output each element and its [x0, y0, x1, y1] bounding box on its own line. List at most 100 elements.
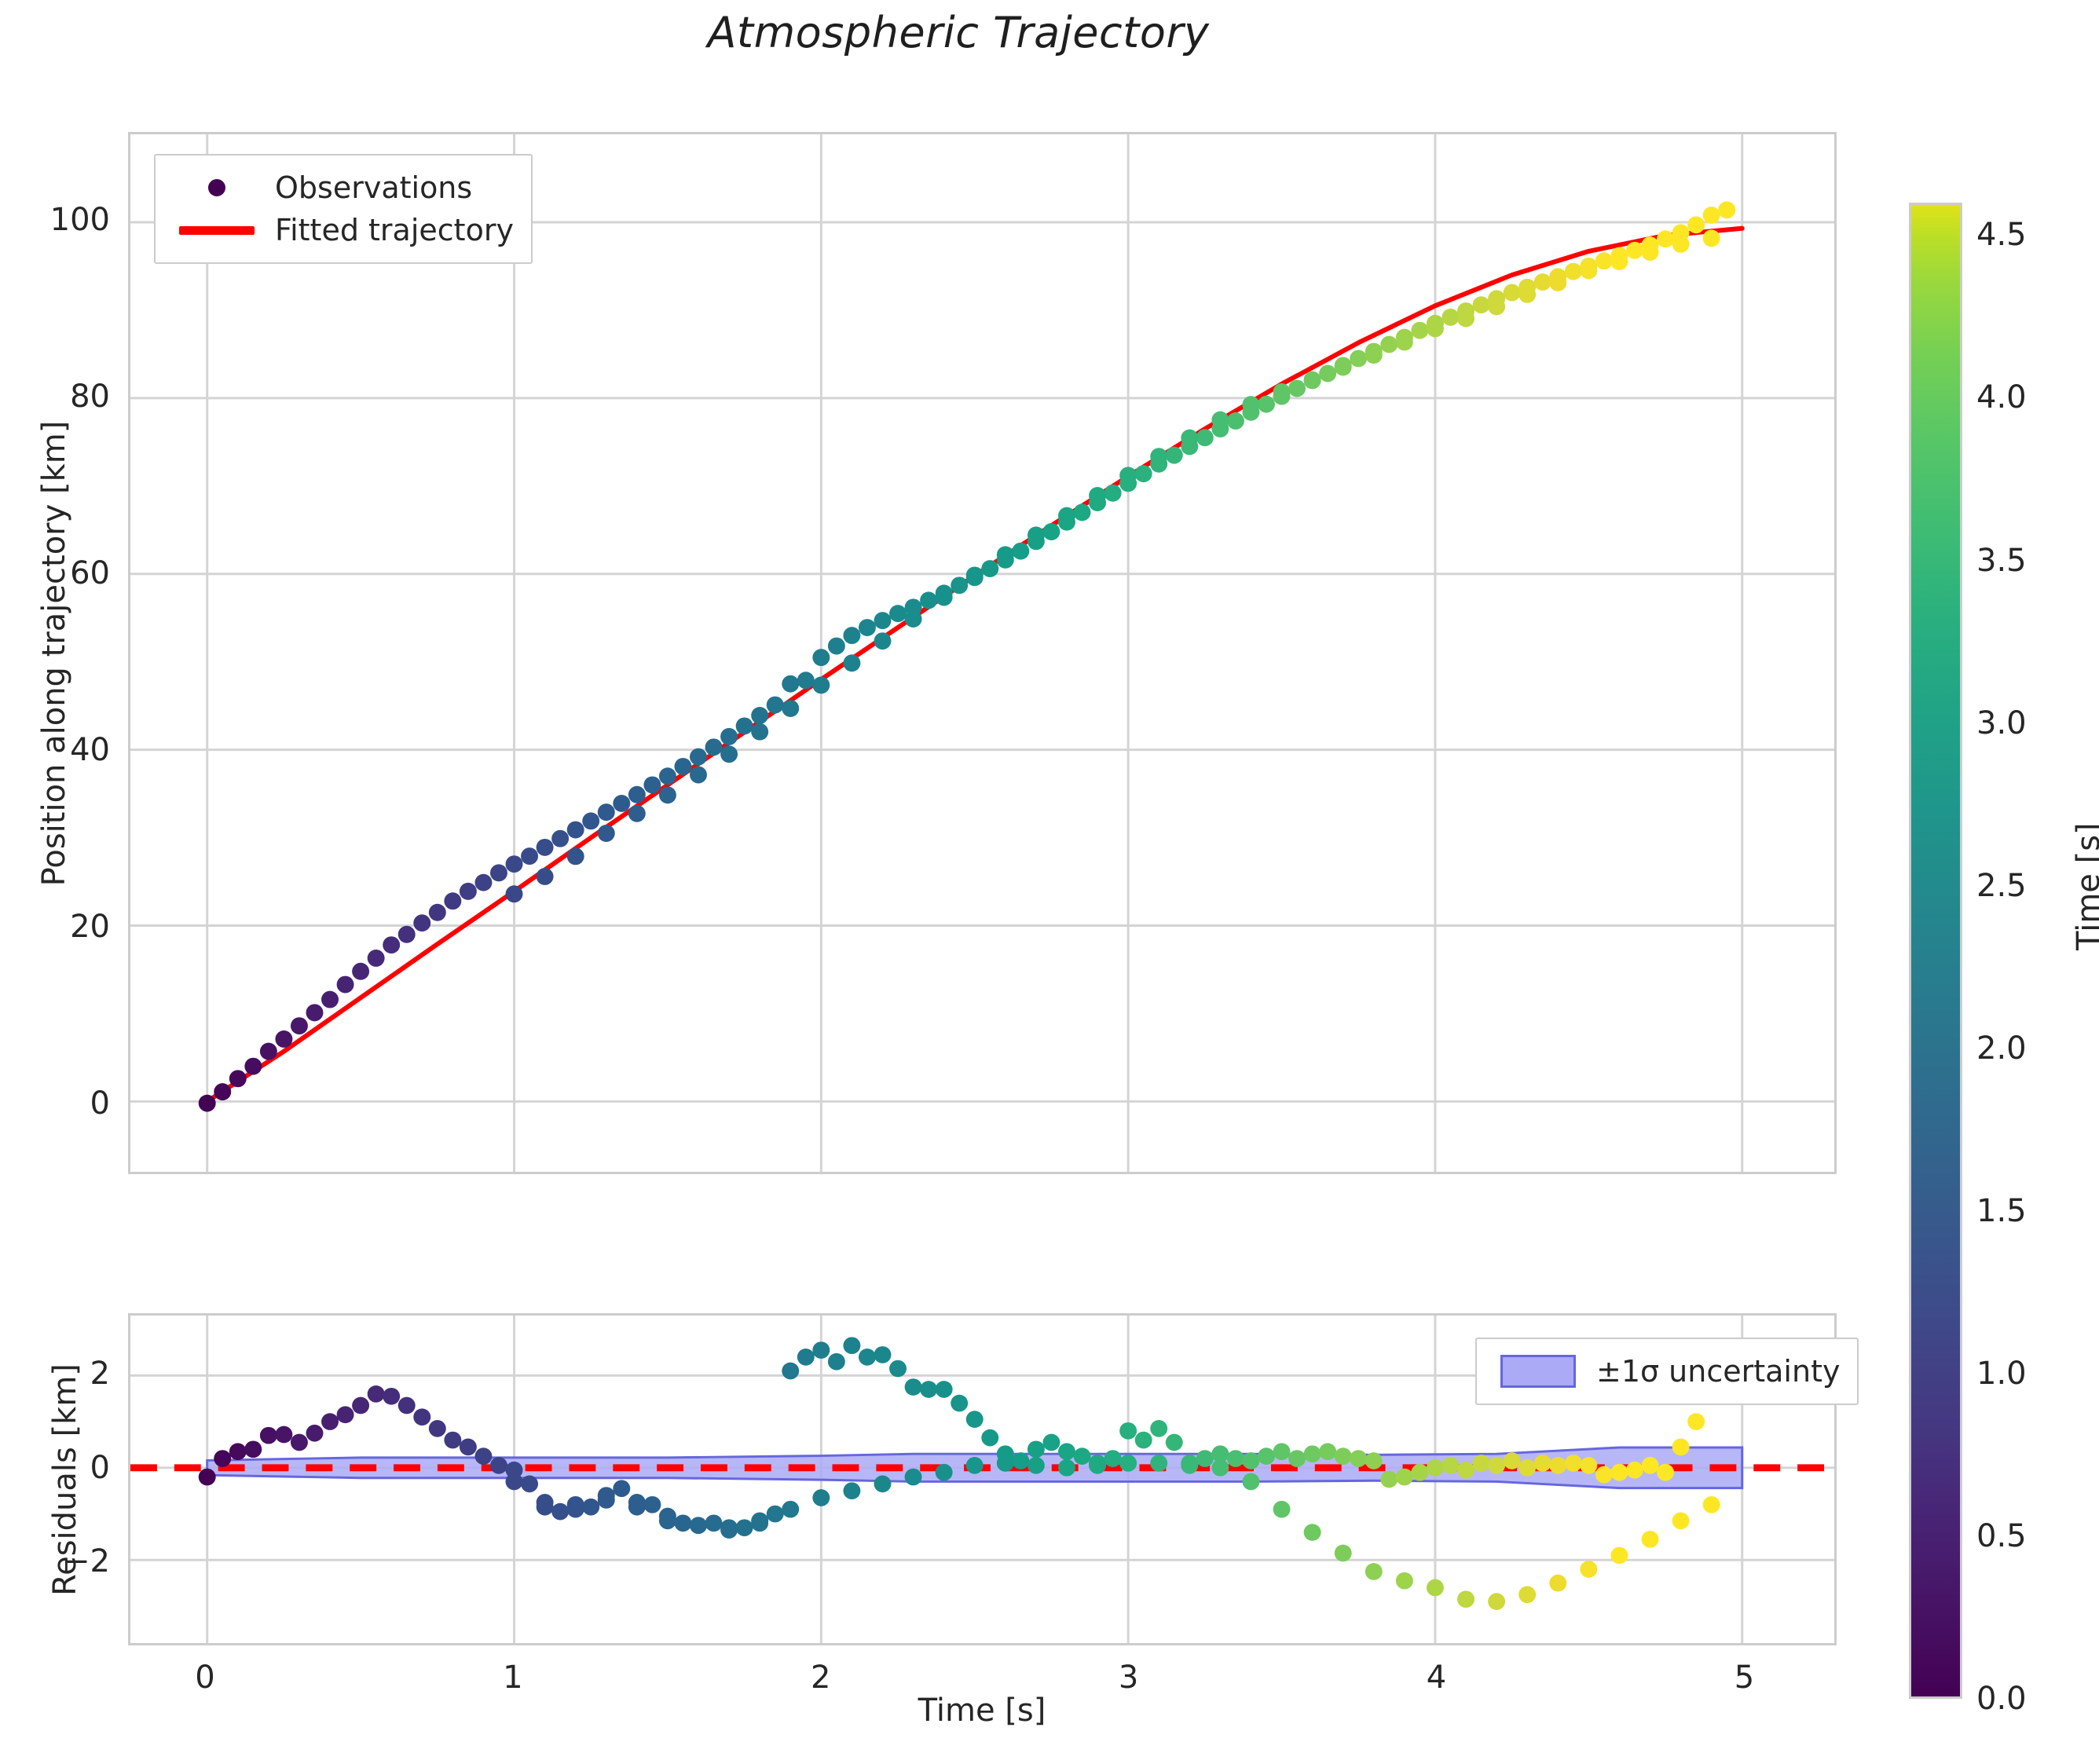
observation-point	[951, 576, 969, 595]
observation-point	[214, 1083, 232, 1101]
observation-point	[413, 914, 431, 932]
y-tick-label: 100	[49, 202, 110, 239]
residual-point	[275, 1425, 293, 1444]
residual-point	[1226, 1450, 1244, 1467]
residual-point	[1488, 1457, 1506, 1474]
residual-point	[1564, 1455, 1582, 1472]
residual-point	[1288, 1450, 1306, 1467]
legend-entry: Fitted trajectory	[170, 209, 514, 251]
observation-point	[1702, 207, 1720, 224]
observation-point	[797, 672, 815, 690]
residual-point	[1610, 1463, 1628, 1481]
residual-point	[981, 1429, 999, 1447]
observation-point	[812, 676, 830, 694]
observation-point	[720, 727, 738, 745]
main-plot-canvas	[130, 134, 1834, 1172]
observation-point	[198, 1094, 216, 1112]
colorbar-title: Time [s]	[2071, 822, 2099, 950]
colorbar-tick-label: 3.0	[1976, 705, 2027, 741]
observation-point	[751, 707, 769, 724]
observation-point	[566, 821, 584, 839]
observation-point	[444, 892, 462, 910]
residual-point	[1518, 1586, 1537, 1604]
residual-point	[720, 1519, 738, 1537]
residual-point	[889, 1360, 907, 1378]
observation-point	[1134, 465, 1152, 483]
residual-point	[1058, 1443, 1075, 1461]
colorbar-tick-label: 1.0	[1976, 1355, 2027, 1392]
residual-point	[1533, 1455, 1551, 1472]
observation-point	[920, 591, 938, 609]
residual-point	[214, 1450, 232, 1467]
observation-point	[1503, 284, 1521, 302]
residual-point	[1273, 1500, 1291, 1518]
residual-point	[1350, 1450, 1368, 1467]
line-swatch-icon	[179, 225, 255, 235]
observation-point	[1626, 241, 1643, 259]
residuals-plot-axes	[128, 1313, 1837, 1645]
observation-point	[1027, 526, 1045, 544]
residual-point	[1488, 1593, 1506, 1610]
residual-point	[904, 1468, 922, 1486]
observation-point	[981, 560, 999, 577]
observation-point	[843, 627, 861, 645]
residual-point	[951, 1394, 969, 1412]
observation-point	[843, 654, 861, 672]
observation-point	[536, 838, 554, 856]
observation-point	[613, 794, 631, 812]
x-tick-label: 1	[503, 1660, 523, 1696]
observation-point	[505, 885, 523, 903]
residual-point	[1580, 1561, 1598, 1578]
observation-point	[827, 637, 845, 655]
observation-point	[536, 868, 554, 885]
residual-point	[735, 1519, 753, 1537]
residual-point	[1073, 1447, 1091, 1465]
x-tick-label: 3	[1118, 1660, 1139, 1696]
observation-point	[1702, 229, 1720, 247]
residual-point	[1426, 1579, 1444, 1597]
residual-point	[1334, 1447, 1352, 1465]
residual-point	[1303, 1445, 1321, 1463]
observation-point	[490, 864, 507, 882]
residual-point	[444, 1431, 462, 1449]
observation-point	[874, 632, 892, 650]
residual-point	[521, 1475, 539, 1493]
residual-point	[920, 1381, 938, 1398]
residual-point	[229, 1443, 247, 1461]
observation-point	[1411, 321, 1429, 339]
residual-point	[1058, 1458, 1075, 1477]
observation-point	[690, 766, 707, 784]
fitted-trajectory-line	[204, 225, 1745, 1104]
observation-point	[996, 546, 1014, 564]
observation-point	[720, 745, 738, 763]
observation-point	[643, 776, 661, 794]
observation-point	[505, 855, 523, 873]
residual-point	[1196, 1450, 1214, 1467]
patch-swatch-icon	[1500, 1355, 1576, 1388]
observation-point	[1350, 350, 1368, 368]
observation-point	[1150, 448, 1168, 466]
residual-point	[1119, 1455, 1137, 1472]
residual-point	[582, 1498, 600, 1516]
residual-point	[812, 1489, 830, 1506]
observation-point	[1395, 333, 1413, 351]
residual-point	[259, 1426, 277, 1444]
observation-point	[751, 723, 769, 741]
residual-point	[1334, 1544, 1352, 1562]
legend-entry: ±1σ uncertainty	[1491, 1350, 1840, 1393]
residual-point	[321, 1413, 339, 1430]
observation-point	[259, 1042, 277, 1060]
residual-point	[1365, 1563, 1383, 1580]
residual-point	[413, 1408, 431, 1426]
observation-point	[690, 748, 707, 766]
residual-point	[1104, 1450, 1122, 1467]
y-tick-label: 0	[90, 1449, 110, 1486]
observation-point	[321, 990, 339, 1008]
observation-point	[1672, 235, 1690, 253]
residual-point	[858, 1349, 876, 1366]
observation-point	[1549, 274, 1567, 291]
observation-point	[1472, 296, 1490, 314]
observation-point	[1580, 262, 1598, 280]
residual-point	[1395, 1572, 1413, 1590]
residual-point	[1089, 1457, 1107, 1474]
